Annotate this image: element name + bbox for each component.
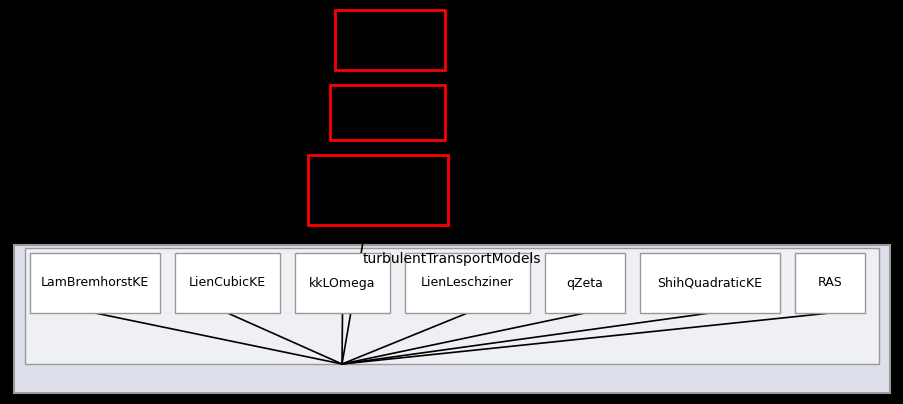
Bar: [25, 248, 878, 364]
Bar: [545, 253, 624, 313]
Bar: [14, 245, 889, 393]
Text: turbulentTransportModels: turbulentTransportModels: [362, 252, 541, 266]
Bar: [330, 85, 444, 140]
Bar: [308, 155, 448, 225]
Bar: [294, 253, 389, 313]
Bar: [405, 253, 529, 313]
Text: LienCubicKE: LienCubicKE: [189, 276, 265, 290]
Bar: [335, 10, 444, 70]
Text: RAS: RAS: [816, 276, 842, 290]
Text: LienLeschziner: LienLeschziner: [421, 276, 513, 290]
Text: qZeta: qZeta: [566, 276, 603, 290]
Text: kkLOmega: kkLOmega: [309, 276, 376, 290]
Text: LamBremhorstKE: LamBremhorstKE: [41, 276, 149, 290]
Bar: [794, 253, 864, 313]
Text: ShihQuadraticKE: ShihQuadraticKE: [656, 276, 761, 290]
Bar: [30, 253, 160, 313]
Bar: [639, 253, 779, 313]
Bar: [175, 253, 280, 313]
